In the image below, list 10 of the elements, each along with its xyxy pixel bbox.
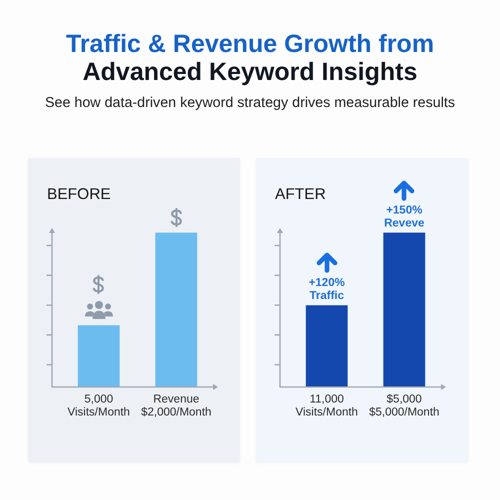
x-tick-label: $5,000 $5,000/Month <box>369 394 440 419</box>
annotation: +120% Traffic <box>308 277 345 302</box>
text: See how data-driven keyword strategy drives measurable results <box>44 95 456 111</box>
chart-title: AFTER <box>275 186 326 204</box>
chart-title: BEFORE <box>47 186 111 204</box>
x-tick-label: 11,000 Visits/Month <box>296 394 358 419</box>
x-tick-label: Revenue $2,000/Month <box>141 394 212 419</box>
text: Traffic & Revenue Growth from Advanced Keyword Insights <box>64 30 436 86</box>
annotation: +150% Reveve <box>384 204 424 230</box>
x-tick-label: 5,000 Visits/Month <box>68 394 130 419</box>
